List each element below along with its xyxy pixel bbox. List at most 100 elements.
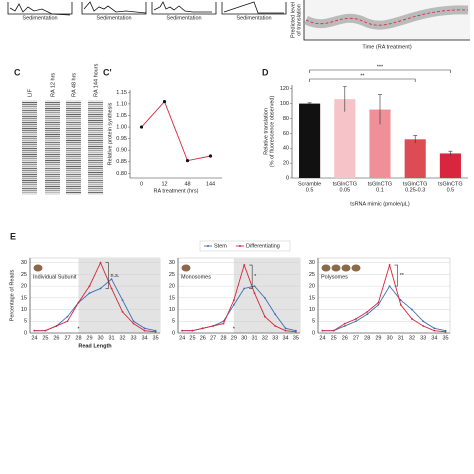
- x-tick-label: 48: [184, 181, 190, 187]
- shaded-region: [233, 258, 300, 333]
- point: [143, 327, 146, 330]
- gel-band: [88, 128, 103, 130]
- gel-band: [45, 140, 60, 142]
- significance-bracket: [309, 69, 451, 73]
- point: [232, 303, 235, 306]
- x-tick-label: 31: [398, 335, 404, 341]
- gel-band: [66, 126, 81, 128]
- gel-band: [88, 154, 103, 156]
- point: [377, 301, 380, 304]
- lane-label: RA 12 hrs: [50, 73, 56, 97]
- x-tick-label: 33: [420, 335, 426, 341]
- gel-lane: [45, 100, 60, 195]
- x-tick-label: tsGlnCTG: [438, 181, 462, 187]
- gel-band: [66, 118, 81, 120]
- gel-band: [66, 122, 81, 124]
- gel-band: [22, 124, 37, 126]
- gel-band: [22, 178, 37, 180]
- gel-band: [22, 104, 37, 106]
- gel-band: [88, 110, 103, 112]
- axis-label: Predicted level: [290, 2, 296, 38]
- gel-band: [66, 134, 81, 136]
- gel-band: [22, 154, 37, 156]
- gel-band: [45, 166, 60, 168]
- y-tick-label: 1.00: [116, 125, 127, 131]
- y-tick-label: 30: [169, 260, 175, 266]
- y-axis-label: (% of fluorescence observed): [269, 96, 275, 168]
- gel-band: [45, 132, 60, 134]
- y-tick-label: 0: [24, 330, 27, 336]
- gel-band: [22, 164, 37, 166]
- y-tick-label: 0.95: [116, 136, 127, 142]
- point: [88, 292, 91, 295]
- gel-band: [45, 174, 60, 176]
- gel-band: [45, 118, 60, 120]
- point: [181, 329, 184, 332]
- gel-band: [88, 190, 103, 192]
- gel-band: [66, 110, 81, 112]
- x-tick-label: tsGlnCTG: [403, 181, 427, 187]
- gel-band: [66, 140, 81, 142]
- gel-band: [22, 106, 37, 108]
- gel-band: [45, 122, 60, 124]
- point: [444, 330, 447, 333]
- point: [284, 327, 287, 330]
- gel-band: [22, 146, 37, 148]
- point: [377, 303, 380, 306]
- y-axis-label: Percentage of Reads: [9, 269, 15, 321]
- point: [422, 325, 425, 327]
- point: [399, 303, 402, 306]
- x-tick-label: 27: [210, 335, 216, 341]
- gel-band: [45, 182, 60, 184]
- gel-band: [22, 150, 37, 152]
- point: [44, 329, 47, 332]
- y-tick-label: 20: [309, 284, 315, 290]
- point: [321, 329, 324, 332]
- y-tick-label: 20: [169, 284, 175, 290]
- point: [77, 301, 80, 304]
- gel-band: [45, 178, 60, 180]
- gel-band: [66, 154, 81, 156]
- x-tick-label: 27: [64, 335, 70, 341]
- gel-band: [66, 120, 81, 122]
- x-tick-label: 34: [431, 335, 437, 341]
- y-tick-label: 25: [169, 272, 175, 278]
- point: [99, 261, 102, 264]
- gel-band: [66, 116, 81, 118]
- gel-band: [45, 142, 60, 144]
- error-bar: [307, 102, 312, 105]
- error-bar: [413, 135, 418, 144]
- gel-band: [88, 164, 103, 166]
- y-tick-label: 0.85: [116, 159, 127, 165]
- point: [154, 330, 157, 333]
- gel-band: [66, 144, 81, 146]
- gel-band: [66, 136, 81, 138]
- x-tick-label: 24: [31, 335, 37, 341]
- y-tick-label: 0.80: [116, 171, 127, 177]
- panel-label: D: [262, 67, 269, 77]
- x-axis-label: Read Length: [78, 343, 112, 349]
- gel-band: [45, 172, 60, 174]
- gel-band: [22, 126, 37, 128]
- marker-label: *: [77, 326, 80, 332]
- gel-band: [45, 192, 60, 194]
- gel-band: [66, 166, 81, 168]
- gel-band: [45, 148, 60, 150]
- gel-band: [22, 158, 37, 160]
- gel-band: [45, 120, 60, 122]
- gel-band: [66, 152, 81, 154]
- x-tick-label: 35: [153, 335, 159, 341]
- significance-bracket: [105, 262, 109, 289]
- y-tick-label: 1.05: [116, 113, 127, 119]
- chart-title: Polysomes: [321, 274, 348, 280]
- x-tick-label: 28: [220, 335, 226, 341]
- gel-band: [66, 174, 81, 176]
- point: [332, 329, 335, 332]
- x-tick-label: 33: [130, 335, 136, 341]
- bar: [369, 109, 391, 178]
- y-tick-label: 0.90: [116, 148, 127, 154]
- gel-band: [88, 108, 103, 110]
- gel-image: [22, 100, 103, 195]
- top-strip: [7, 0, 470, 41]
